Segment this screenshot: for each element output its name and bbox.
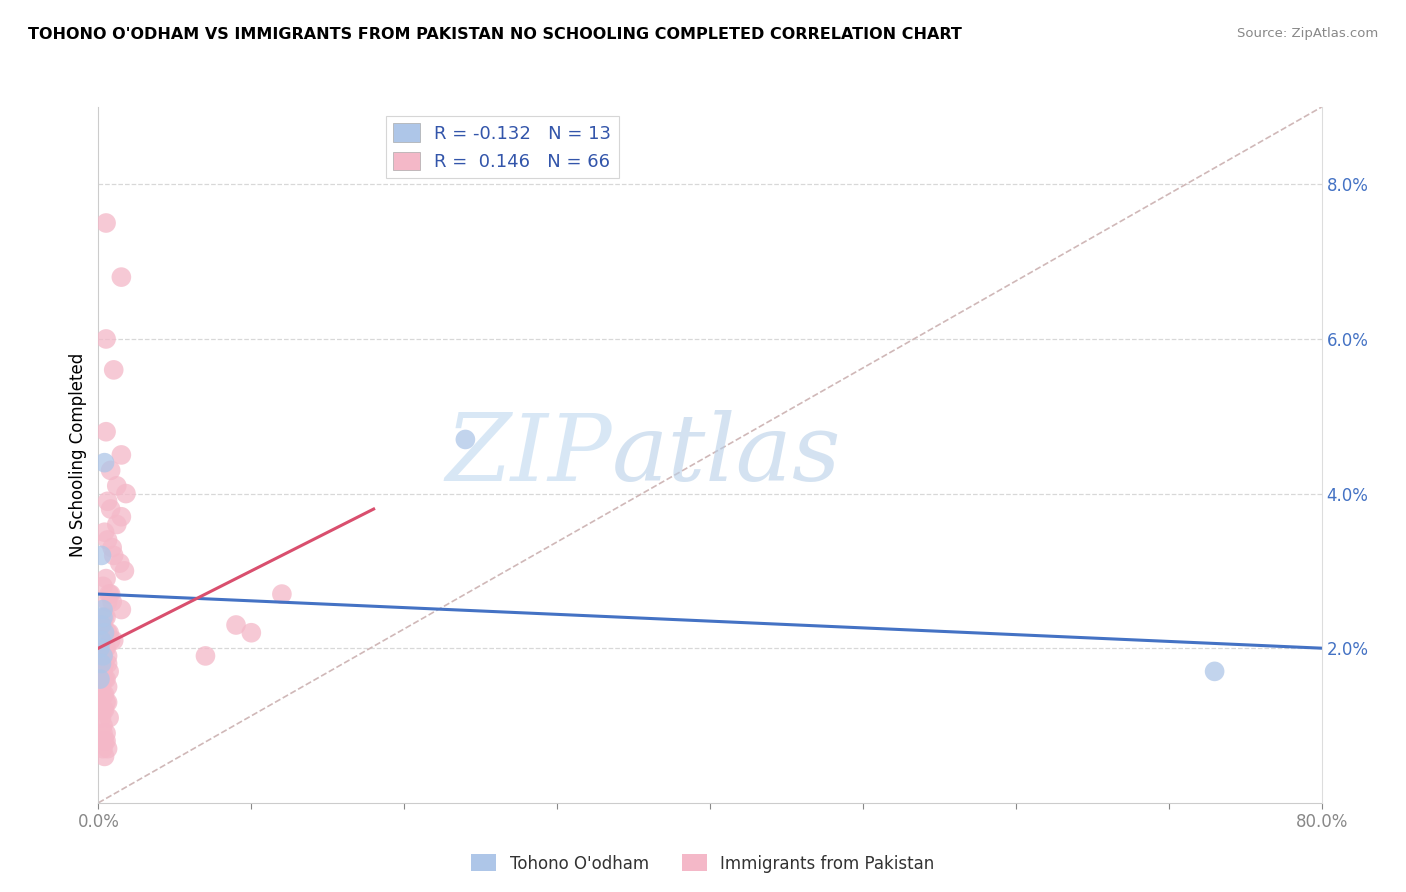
- Point: [110, 448, 132, 462]
- Point: [90, 549, 112, 563]
- Point: [110, 270, 132, 285]
- Point: [94, 572, 117, 586]
- Point: [94, 734, 117, 748]
- Point: [194, 648, 217, 663]
- Point: [454, 433, 477, 447]
- Point: [91, 665, 114, 679]
- Point: [97, 494, 120, 508]
- Point: [101, 595, 124, 609]
- Point: [103, 363, 125, 377]
- Point: [93, 525, 115, 540]
- Point: [91, 648, 114, 663]
- Point: [97, 648, 120, 663]
- Point: [91, 726, 114, 740]
- Point: [90, 680, 112, 694]
- Point: [97, 741, 120, 756]
- Point: [89, 672, 111, 686]
- Point: [94, 216, 117, 230]
- Point: [225, 618, 247, 632]
- Point: [94, 672, 117, 686]
- Point: [91, 648, 114, 663]
- Point: [115, 486, 138, 500]
- Point: [90, 657, 112, 671]
- Text: atlas: atlas: [612, 410, 842, 500]
- Point: [91, 602, 114, 616]
- Point: [103, 549, 125, 563]
- Point: [93, 749, 115, 764]
- Point: [93, 734, 115, 748]
- Point: [90, 618, 112, 632]
- Point: [93, 672, 115, 686]
- Point: [94, 726, 117, 740]
- Point: [108, 556, 131, 570]
- Point: [91, 579, 114, 593]
- Point: [94, 641, 117, 656]
- Point: [110, 602, 132, 616]
- Point: [97, 625, 120, 640]
- Point: [97, 595, 120, 609]
- Text: Source: ZipAtlas.com: Source: ZipAtlas.com: [1237, 27, 1378, 40]
- Point: [97, 680, 120, 694]
- Point: [110, 509, 132, 524]
- Point: [90, 633, 112, 648]
- Point: [97, 695, 120, 709]
- Point: [240, 625, 263, 640]
- Point: [90, 711, 112, 725]
- Point: [100, 502, 122, 516]
- Point: [93, 641, 115, 656]
- Point: [93, 703, 115, 717]
- Point: [98, 587, 121, 601]
- Point: [94, 610, 117, 624]
- Point: [93, 657, 115, 671]
- Point: [100, 587, 122, 601]
- Point: [94, 332, 117, 346]
- Point: [94, 425, 117, 439]
- Point: [93, 688, 115, 702]
- Point: [89, 641, 111, 656]
- Point: [93, 625, 115, 640]
- Point: [91, 741, 114, 756]
- Point: [93, 610, 115, 624]
- Point: [91, 718, 114, 732]
- Point: [98, 711, 121, 725]
- Legend: Tohono O'odham, Immigrants from Pakistan: Tohono O'odham, Immigrants from Pakistan: [464, 847, 942, 880]
- Point: [100, 463, 122, 477]
- Legend: R = -0.132   N = 13, R =  0.146   N = 66: R = -0.132 N = 13, R = 0.146 N = 66: [385, 116, 619, 178]
- Point: [91, 688, 114, 702]
- Point: [103, 633, 125, 648]
- Point: [101, 541, 124, 555]
- Text: ZIP: ZIP: [446, 410, 612, 500]
- Point: [270, 587, 292, 601]
- Point: [105, 517, 128, 532]
- Point: [98, 665, 121, 679]
- Text: TOHONO O'ODHAM VS IMMIGRANTS FROM PAKISTAN NO SCHOOLING COMPLETED CORRELATION CH: TOHONO O'ODHAM VS IMMIGRANTS FROM PAKIST…: [28, 27, 962, 42]
- Point: [105, 479, 128, 493]
- Point: [97, 533, 120, 547]
- Point: [97, 657, 120, 671]
- Point: [1204, 665, 1226, 679]
- Point: [98, 625, 121, 640]
- Point: [91, 703, 114, 717]
- Point: [90, 665, 112, 679]
- Point: [93, 456, 115, 470]
- Point: [91, 618, 114, 632]
- Point: [112, 564, 135, 578]
- Point: [91, 610, 114, 624]
- Point: [94, 695, 117, 709]
- Point: [100, 633, 122, 648]
- Y-axis label: No Schooling Completed: No Schooling Completed: [69, 353, 87, 557]
